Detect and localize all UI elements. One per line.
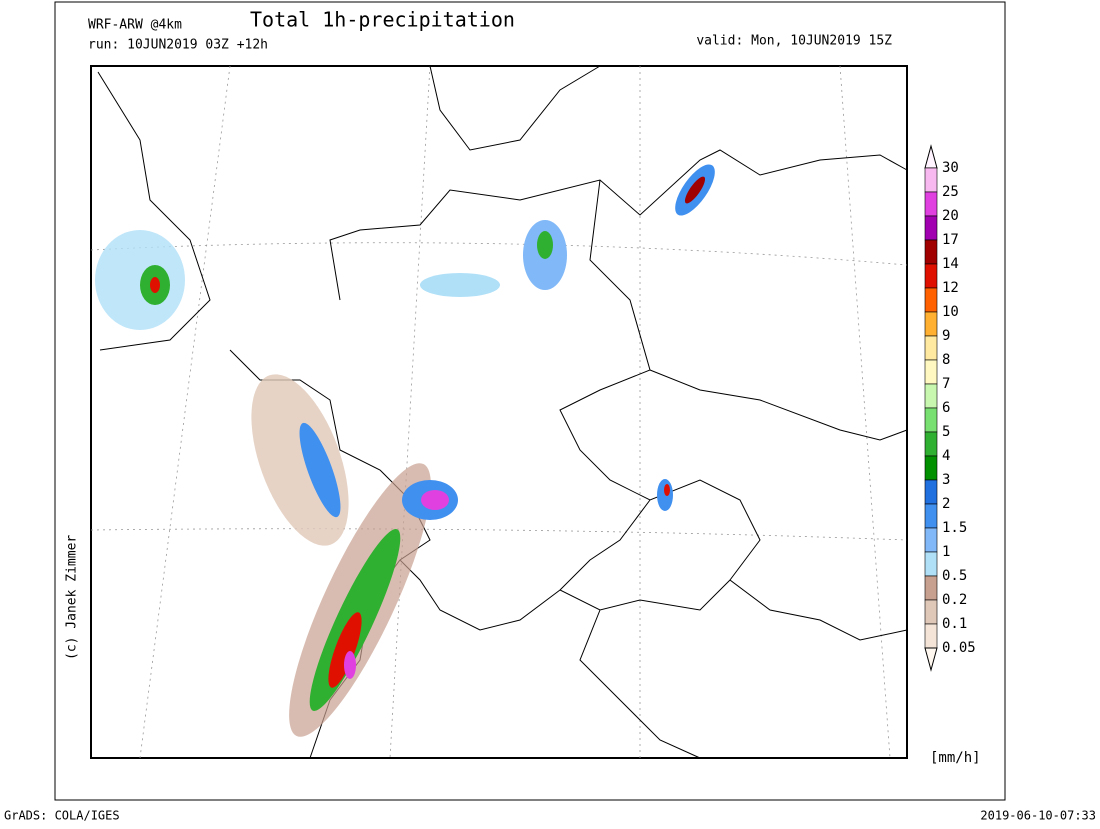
colorbar-box bbox=[924, 551, 938, 577]
colorbar-box bbox=[924, 335, 938, 361]
colorbar-box bbox=[924, 239, 938, 265]
colorbar-box bbox=[924, 479, 938, 505]
outer-frame bbox=[54, 1, 1006, 801]
colorbar-label: 0.5 bbox=[942, 568, 967, 584]
colorbar-label: 20 bbox=[942, 208, 959, 224]
colorbar-label: 8 bbox=[942, 352, 950, 368]
valid-label: valid: Mon, 10JUN2019 15Z bbox=[696, 34, 892, 49]
colorbar-label: 14 bbox=[942, 256, 959, 272]
precip-area bbox=[150, 277, 160, 293]
colorbar-box bbox=[924, 599, 938, 625]
colorbar: 30 25 20 17 14 12 10 9 8 7 6 5 4 3 2 1.5 1 0.5 0.2 0.1 0.05 bbox=[924, 144, 976, 672]
precip-area bbox=[421, 490, 449, 510]
copyright: (c) Janek Zimmer bbox=[65, 535, 80, 660]
colorbar-triangle bbox=[924, 144, 938, 169]
colorbar-box bbox=[924, 623, 938, 649]
colorbar-label: 17 bbox=[942, 232, 959, 248]
colorbar-box bbox=[924, 215, 938, 241]
precip-area bbox=[95, 230, 185, 330]
model-label: WRF-ARW @4km bbox=[88, 18, 182, 33]
colorbar-box bbox=[924, 383, 938, 409]
precip-field bbox=[95, 164, 715, 737]
colorbar-label: 3 bbox=[942, 472, 950, 488]
colorbar-label: 30 bbox=[942, 160, 959, 176]
colorbar-box bbox=[924, 431, 938, 457]
precip-area bbox=[657, 479, 673, 511]
footer-right: 2019-06-10-07:33 bbox=[980, 809, 1096, 823]
colorbar-label: 25 bbox=[942, 184, 959, 200]
colorbar-box bbox=[924, 503, 938, 529]
map-frame bbox=[90, 65, 908, 759]
colorbar-box bbox=[924, 575, 938, 601]
precip-area bbox=[664, 484, 670, 496]
precip-area bbox=[328, 612, 362, 688]
colorbar-label: 5 bbox=[942, 424, 950, 440]
precip-area bbox=[537, 231, 553, 259]
precip-area bbox=[420, 273, 500, 297]
colorbar-label: 12 bbox=[942, 280, 959, 296]
colorbar-label: 10 bbox=[942, 304, 959, 320]
colorbar-box bbox=[924, 407, 938, 433]
colorbar-box bbox=[924, 311, 938, 337]
unit-label: [mm/h] bbox=[930, 750, 981, 766]
colorbar-label: 1 bbox=[942, 544, 950, 560]
colorbar-box bbox=[924, 287, 938, 313]
colorbar-label: 0.2 bbox=[942, 592, 967, 608]
colorbar-label: 4 bbox=[942, 448, 950, 464]
colorbar-label: 6 bbox=[942, 400, 950, 416]
colorbar-label: 0.05 bbox=[942, 640, 976, 656]
colorbar-box bbox=[924, 191, 938, 217]
colorbar-box bbox=[924, 167, 938, 193]
colorbar-box bbox=[924, 455, 938, 481]
colorbar-triangle bbox=[924, 647, 938, 672]
colorbar-box bbox=[924, 359, 938, 385]
map bbox=[90, 65, 908, 759]
colorbar-label: 1.5 bbox=[942, 520, 967, 536]
precip-area bbox=[344, 651, 356, 679]
precip-area bbox=[299, 422, 341, 518]
colorbar-label: 2 bbox=[942, 496, 950, 512]
map-title: Total 1h-precipitation bbox=[250, 8, 515, 32]
colorbar-label: 9 bbox=[942, 328, 950, 344]
colorbar-label: 7 bbox=[942, 376, 950, 392]
graticule bbox=[90, 65, 908, 759]
precip-area bbox=[684, 176, 706, 204]
colorbar-box bbox=[924, 263, 938, 289]
footer-left: GrADS: COLA/IGES bbox=[4, 809, 120, 823]
colorbar-box bbox=[924, 527, 938, 553]
colorbar-label: 0.1 bbox=[942, 616, 967, 632]
run-label: run: 10JUN2019 03Z +12h bbox=[88, 38, 268, 53]
